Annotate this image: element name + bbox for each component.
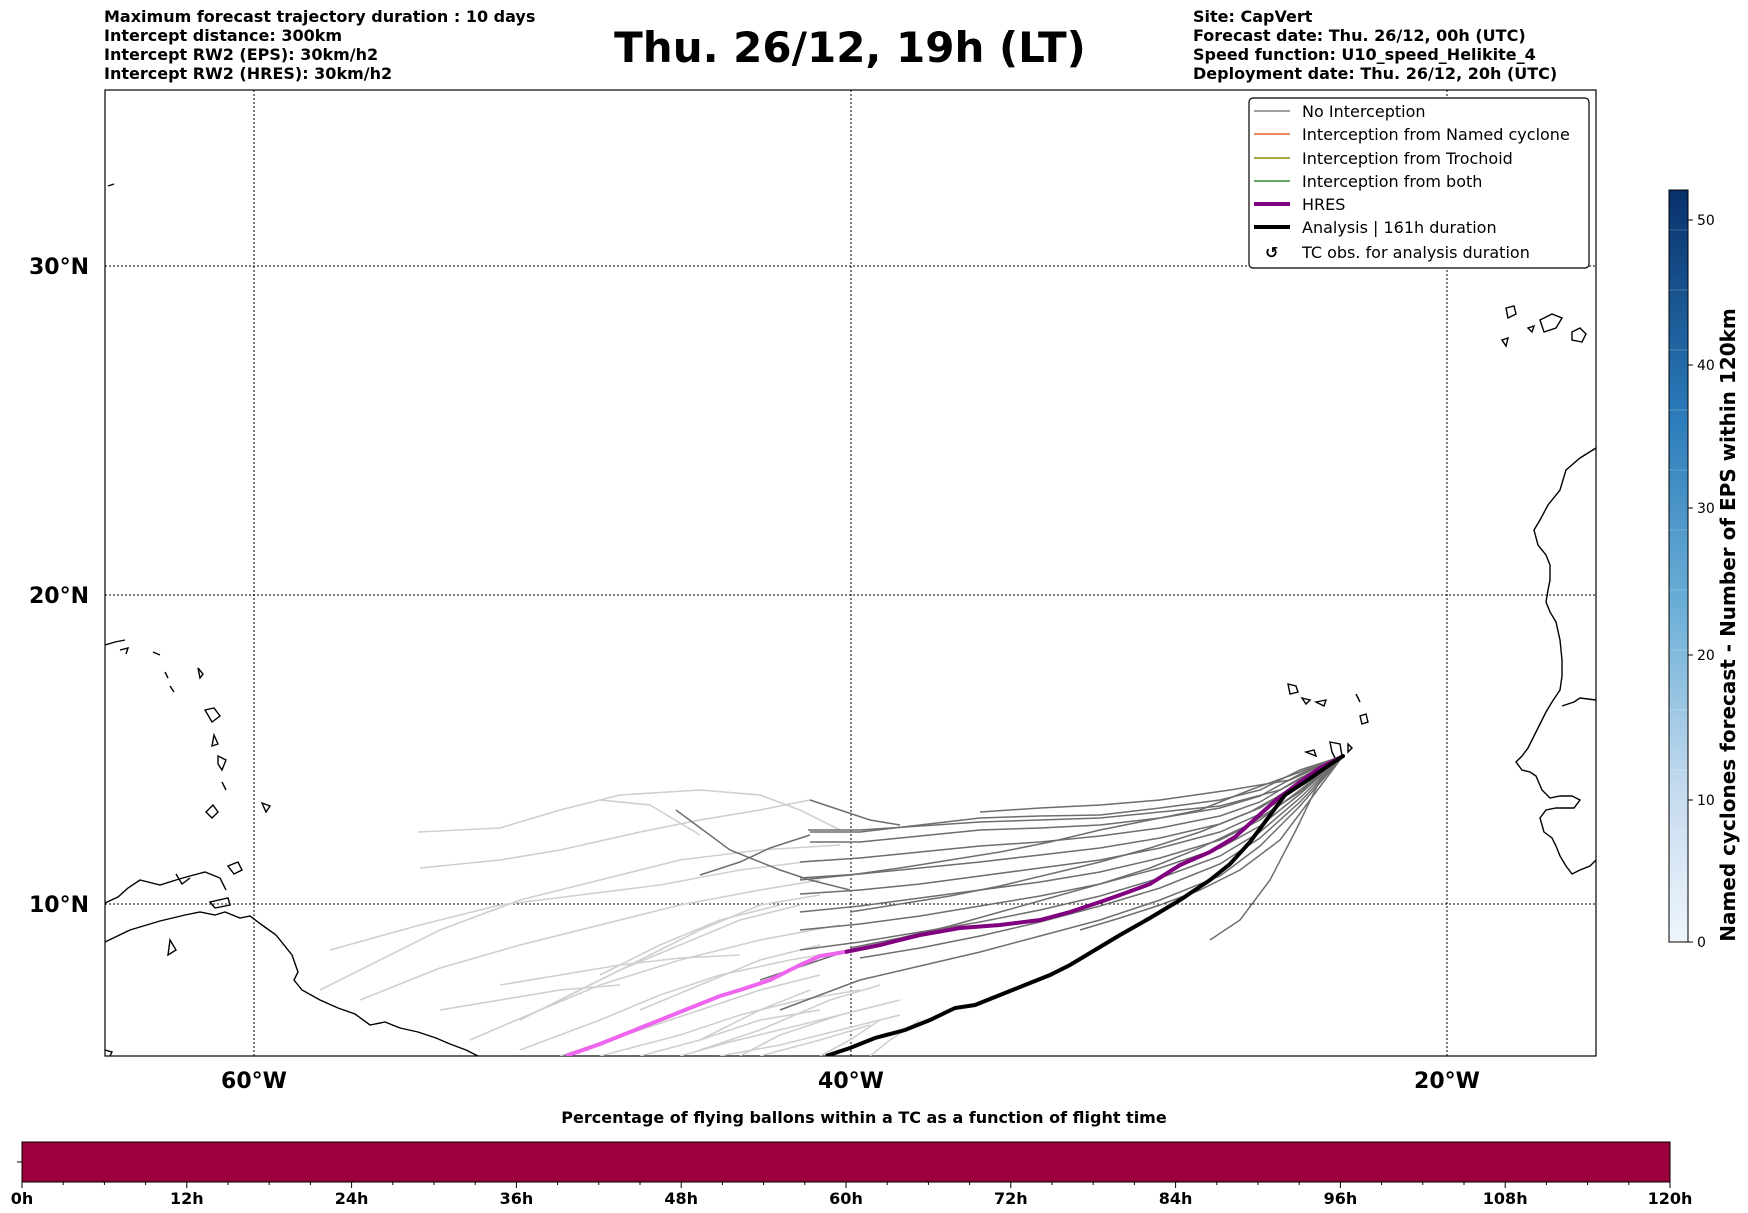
- island-i: [221, 781, 227, 791]
- venezuela-north: [105, 871, 227, 904]
- header-left-line: Maximum forecast trajectory duration : 1…: [104, 7, 536, 26]
- header-right-line: Forecast date: Thu. 26/12, 00h (UTC): [1193, 26, 1526, 45]
- lon-label: 60°W: [221, 1069, 287, 1094]
- canaries-2: [1526, 324, 1536, 334]
- legend-label: Interception from Trochoid: [1302, 149, 1513, 168]
- timebar-tick-label: 108h: [1482, 1189, 1528, 1208]
- cape-verde-5: [1359, 713, 1369, 725]
- island-e: [197, 667, 204, 680]
- cape-verde-2: [1300, 696, 1312, 706]
- timebar-tick-label: 36h: [499, 1189, 534, 1208]
- hres-trajectory: [844, 754, 1344, 954]
- canaries-3: [1539, 313, 1564, 333]
- island-j: [205, 803, 219, 819]
- hres-trajectory-faded: [565, 950, 846, 1056]
- page-title: Thu. 26/12, 19h (LT): [614, 23, 1086, 72]
- legend-label: Analysis | 161h duration: [1302, 218, 1497, 237]
- legend-tc-symbol-icon: ↺: [1265, 243, 1278, 262]
- legend-label: Interception from both: [1302, 172, 1482, 191]
- island-c: [164, 671, 169, 679]
- timebar-tick-label: 96h: [1323, 1189, 1358, 1208]
- island-n: [107, 183, 115, 187]
- colorbar-bands: [1669, 229, 1688, 891]
- island-f: [203, 707, 221, 724]
- timebar-tick-label: 48h: [664, 1189, 699, 1208]
- island-h: [217, 754, 227, 772]
- header-left-line: Intercept distance: 300km: [104, 26, 343, 45]
- analysis-trajectory: [825, 754, 1345, 1056]
- cape-verde-4: [1355, 693, 1361, 703]
- timebar-tick-label: 60h: [829, 1189, 863, 1208]
- legend-box: [1248, 97, 1590, 269]
- small-island: [105, 1049, 114, 1056]
- colorbar-tick-label: 10: [1697, 793, 1715, 809]
- lat-label: 30°N: [29, 255, 89, 280]
- timebar-title: Percentage of flying ballons within a TC…: [561, 1108, 1167, 1127]
- colorbar-tick-label: 0: [1697, 935, 1706, 951]
- header-right-line: Site: CapVert: [1193, 7, 1313, 26]
- island-l: [226, 861, 243, 875]
- header-right-line: Speed function: U10_speed_Helikite_4: [1193, 45, 1536, 64]
- africa-coast: [1515, 447, 1596, 875]
- lat-label: 20°N: [29, 584, 89, 609]
- legend: ↺ No Interception Interception from Name…: [1248, 97, 1590, 269]
- timebar-tick-label: 84h: [1158, 1189, 1193, 1208]
- timebar-fill: [21, 1141, 1671, 1183]
- timebar-tick-label: 72h: [993, 1189, 1028, 1208]
- timebar-ticks: [21, 1182, 1671, 1188]
- island-b: [152, 651, 161, 656]
- lon-label: 40°W: [818, 1069, 884, 1094]
- island-a: [119, 647, 130, 655]
- south-america-coast: [105, 911, 479, 1056]
- canaries-4: [1571, 327, 1587, 343]
- colorbar-tick-label: 30: [1697, 501, 1715, 517]
- canaries-1: [1505, 305, 1517, 320]
- island-d: [169, 685, 175, 693]
- lon-label: 20°W: [1414, 1069, 1480, 1094]
- colorbar-title: Named cyclones forecast - Number of EPS …: [1716, 308, 1740, 942]
- colorbar-gradient: [1668, 189, 1689, 943]
- header-right: Site: CapVert Forecast date: Thu. 26/12,…: [1193, 7, 1557, 83]
- header-left-line: Intercept RW2 (EPS): 30km/h2: [104, 45, 379, 64]
- site-marker: [1341, 754, 1345, 758]
- legend-label: No Interception: [1302, 102, 1426, 121]
- timebar-tick-label: 120h: [1647, 1189, 1693, 1208]
- header-right-line: Deployment date: Thu. 26/12, 20h (UTC): [1193, 64, 1558, 83]
- cuba-edge: [105, 639, 126, 646]
- coastlines: [105, 183, 1596, 1056]
- header-left: Maximum forecast trajectory duration : 1…: [104, 7, 535, 83]
- colorbar: 0 10 20 30 40 50: [1668, 189, 1715, 951]
- lat-label: 10°N: [29, 893, 89, 918]
- timebar-tick-label: 12h: [169, 1189, 204, 1208]
- legend-label: Interception from Named cyclone: [1302, 125, 1570, 144]
- timebar-tick-label: 24h: [334, 1189, 369, 1208]
- africa-coast-2: [1561, 697, 1596, 707]
- legend-label: TC obs. for analysis duration: [1301, 243, 1530, 262]
- canaries-5: [1500, 336, 1509, 348]
- legend-label: HRES: [1302, 195, 1345, 214]
- cape-verde-1: [1287, 683, 1299, 695]
- colorbar-tick-label: 40: [1697, 358, 1715, 374]
- cape-verde-8: [1347, 742, 1353, 754]
- caribbean-island: [175, 873, 191, 886]
- island-g: [211, 732, 219, 748]
- colorbar-ticks: [1688, 219, 1693, 943]
- cape-verde-6: [1303, 749, 1318, 758]
- trajectories-faded: [319, 789, 921, 1056]
- axis-labels: 30°N 20°N 10°N 60°W 40°W 20°W: [29, 255, 1480, 1094]
- header-left-line: Intercept RW2 (HRES): 30km/h2: [104, 64, 393, 83]
- timebar: [17, 1141, 1671, 1188]
- island-m: [167, 937, 177, 957]
- gridlines: [105, 90, 1596, 1056]
- island-k: [260, 801, 272, 814]
- colorbar-tick-label: 20: [1697, 648, 1715, 664]
- trinidad-coast: [208, 897, 231, 909]
- colorbar-tick-label: 50: [1697, 213, 1715, 229]
- cape-verde-3: [1313, 699, 1328, 707]
- timebar-tick-label: 0h: [10, 1189, 34, 1208]
